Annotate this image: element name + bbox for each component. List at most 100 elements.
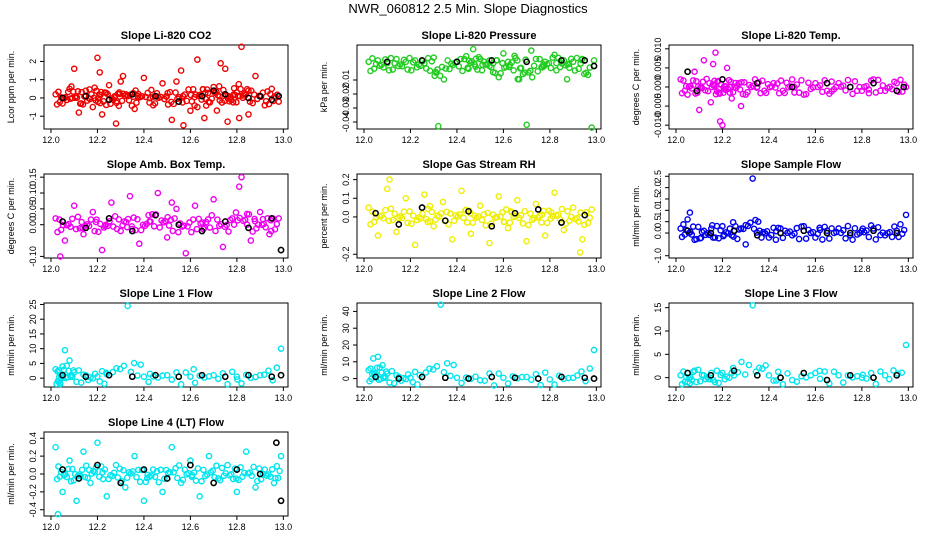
data-point-subset-top [823, 229, 831, 237]
data-point-fill [460, 214, 467, 222]
x-tick-label: 12.4 [135, 264, 153, 274]
data-point-fill [753, 229, 761, 236]
data-point-fill [732, 79, 739, 87]
data-point-fill [698, 371, 706, 379]
data-point-fill [212, 227, 219, 235]
y-tick-label: -0.010 [653, 112, 663, 138]
data-point-fill [95, 228, 102, 236]
data-point-all [835, 372, 842, 379]
data-point-all [590, 346, 598, 354]
data-point-all [437, 301, 444, 308]
data-point-all [448, 236, 456, 243]
x-tick-label: 12.6 [495, 135, 513, 145]
data-point-fill [688, 85, 696, 92]
x-tick-label: 12.4 [448, 393, 466, 403]
data-point-fill [518, 373, 526, 381]
data-point-subset-top [511, 374, 519, 382]
data-point-fill [171, 215, 178, 222]
data-point-subset-top [94, 461, 101, 469]
plot-frame [668, 173, 914, 259]
data-point-fill [414, 381, 421, 388]
data-point-all [700, 56, 708, 64]
data-point-all [168, 116, 176, 124]
data-point-fill [385, 67, 393, 74]
data-point-fill [411, 368, 419, 376]
x-tick-label: 12.2 [89, 264, 107, 274]
data-point-subset-top [175, 98, 183, 105]
data-point-fill [558, 205, 566, 213]
data-point-all [154, 189, 162, 197]
data-point-fill [146, 370, 154, 378]
y-tick-label: 0.00 [28, 216, 38, 234]
data-point-fill [81, 473, 89, 481]
data-point-fill [116, 365, 124, 373]
data-point-fill [745, 361, 753, 369]
data-point-fill [426, 365, 433, 372]
data-point-fill [255, 465, 263, 472]
data-point-fill [169, 227, 177, 235]
data-point-fill [791, 230, 798, 237]
data-point-fill [134, 372, 141, 379]
x-tick-label: 12.0 [355, 264, 373, 274]
data-point-subset-top [581, 57, 589, 64]
data-point-fill [228, 368, 236, 376]
y-axis-label: degrees C per min. [631, 49, 641, 126]
data-point-fill [688, 231, 696, 238]
data-point-fill [879, 82, 887, 89]
y-tick-label: -0.02 [341, 84, 351, 105]
x-tick-label: 12.2 [714, 135, 732, 145]
data-point-fill [142, 478, 150, 486]
data-point-all [224, 118, 231, 125]
data-point-subset-top [395, 375, 403, 382]
data-point-fill [214, 375, 222, 383]
data-point-fill [78, 466, 86, 474]
data-point-fill [400, 208, 408, 215]
data-point-fill [772, 236, 780, 244]
data-point-subset-top [175, 221, 183, 229]
data-point-fill [168, 376, 176, 383]
data-point-fill [230, 84, 238, 92]
data-point-fill [400, 56, 408, 64]
data-point-fill [387, 54, 395, 62]
data-point-fill [269, 377, 276, 384]
data-point-all [177, 67, 185, 74]
data-point-fill [87, 216, 95, 223]
data-point-fill [164, 89, 171, 97]
data-point-fill [382, 374, 389, 382]
data-point-fill [175, 93, 183, 101]
data-point-fill [504, 380, 512, 387]
data-point-fill [175, 462, 183, 469]
data-point-fill [715, 85, 723, 93]
data-point-fill [763, 228, 771, 235]
x-tick-label: 12.8 [228, 264, 246, 274]
data-point-fill [711, 82, 718, 89]
data-point-subset-top [534, 375, 542, 382]
x-tick-label: 12.2 [402, 264, 420, 274]
data-point-fill [120, 466, 127, 474]
data-point-fill [382, 206, 389, 214]
panel-7: Slope Line 1 Flow ml/min per min. 0 5 10 15 20… [6, 288, 292, 403]
data-point-all [569, 204, 577, 211]
data-point-all [145, 211, 152, 219]
data-point-fill [874, 223, 882, 231]
data-point-fill [433, 362, 441, 370]
data-point-subset-top [245, 371, 252, 379]
data-point-all [219, 243, 227, 251]
data-point-fill [84, 474, 91, 482]
data-point-fill [216, 476, 224, 484]
data-point-fill [781, 89, 789, 97]
data-point-all [54, 510, 62, 518]
data-point-fill [693, 77, 700, 85]
data-point-fill [194, 465, 202, 472]
y-axis-label: degrees C per min. [6, 178, 16, 255]
data-point-fill [390, 380, 398, 387]
x-tick-label: 12.0 [667, 264, 685, 274]
data-point-fill [517, 212, 525, 219]
data-point-all [707, 98, 715, 106]
data-point-fill [484, 209, 491, 217]
data-point-fill [693, 378, 700, 386]
data-point-fill [55, 88, 62, 96]
data-point-fill [464, 64, 471, 72]
x-tick-label: 12.2 [89, 393, 107, 403]
data-point-fill [680, 221, 687, 228]
